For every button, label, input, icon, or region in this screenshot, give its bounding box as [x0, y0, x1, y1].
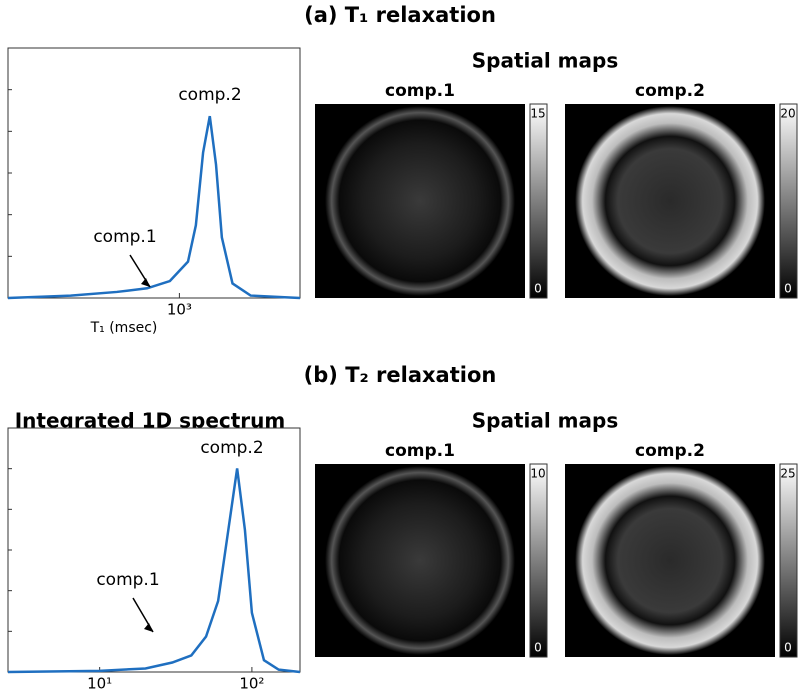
colorbar-min: 0 [534, 282, 542, 296]
x-tick-label: 10³ [167, 301, 192, 319]
map-title: comp.2 [635, 441, 705, 461]
arrow-head [144, 623, 153, 632]
arrow-head [141, 278, 150, 287]
annotation: comp.2 [200, 438, 263, 458]
map-tissue [575, 466, 765, 655]
colorbar-min: 0 [784, 641, 792, 655]
map-tissue [575, 106, 765, 296]
colorbar-min: 0 [534, 641, 542, 655]
colorbar-max: 15 [530, 107, 545, 121]
map-tissue [325, 106, 515, 296]
annotation: comp.2 [178, 85, 241, 105]
colorbar-max: 25 [780, 467, 795, 481]
colorbar [779, 463, 798, 658]
colorbar [529, 103, 548, 299]
spectrum-line [7, 468, 301, 674]
colorbar-max: 20 [780, 107, 795, 121]
maps-title: Spatial maps [472, 409, 619, 433]
maps-title: Spatial maps [472, 49, 619, 73]
colorbar-min: 0 [784, 282, 792, 296]
panel-heading: (b) T₂ relaxation [304, 363, 497, 387]
map-title: comp.1 [385, 441, 455, 461]
map-title: comp.1 [385, 81, 455, 101]
plot-frame [7, 427, 301, 673]
map-tissue [325, 466, 515, 655]
annotation: comp.1 [93, 227, 156, 247]
colorbar-max: 10 [530, 467, 545, 481]
x-axis-label: T₁ (msec) [90, 320, 158, 336]
map-title: comp.2 [635, 81, 705, 101]
colorbar [779, 103, 798, 299]
colorbar [529, 463, 548, 658]
spectrum-line [7, 115, 301, 300]
annotation: comp.1 [96, 570, 159, 590]
x-tick-label: 10¹ [87, 675, 112, 693]
x-tick-label: 10² [239, 675, 264, 693]
plot-frame [7, 47, 301, 299]
panel-heading: (a) T₁ relaxation [304, 3, 496, 27]
